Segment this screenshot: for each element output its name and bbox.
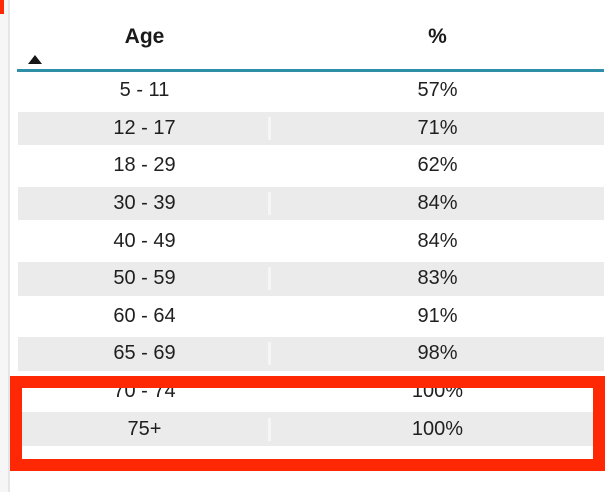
column-header-pct[interactable]: % (428, 25, 447, 48)
pct-cell: 84% (417, 229, 458, 252)
table-header: Age % (18, 18, 604, 56)
column-header-age[interactable]: Age (124, 25, 165, 48)
left-border-line (8, 0, 10, 492)
age-cell: 30 - 39 (18, 192, 271, 215)
age-cell: 75+ (18, 418, 271, 441)
pct-cell: 83% (417, 267, 458, 290)
highlight-rectangle (10, 376, 605, 471)
table-row[interactable]: 12 - 17 71% (18, 109, 604, 148)
pct-cell: 98% (417, 342, 458, 365)
age-cell: 40 - 49 (113, 229, 176, 252)
table-row[interactable]: 30 - 39 84% (18, 184, 604, 223)
table-row[interactable]: 50 - 59 83% (18, 259, 604, 298)
pct-cell: 91% (417, 304, 458, 327)
table-row[interactable]: 40 - 49 84% (18, 222, 604, 260)
pct-cell: 100% (411, 417, 464, 440)
pct-cell: 62% (417, 154, 458, 177)
sort-ascending-icon[interactable] (28, 55, 42, 64)
pct-cell: 57% (417, 79, 458, 102)
age-cell: 60 - 64 (113, 304, 176, 327)
left-gutter (0, 0, 8, 492)
age-cell: 18 - 29 (113, 154, 176, 177)
table-row[interactable]: 75+ 100% (18, 410, 604, 448)
table-rows: 5 - 11 57% 12 - 17 71% 18 - 29 62% 30 - 39 84% 4… (18, 72, 604, 448)
age-cell: 50 - 59 (18, 267, 271, 290)
age-cell: 65 - 69 (18, 342, 271, 365)
table-row[interactable]: 60 - 64 91% (18, 298, 604, 336)
pct-cell: 84% (417, 192, 458, 215)
table-row[interactable]: 65 - 69 98% (18, 335, 604, 373)
age-cell: 5 - 11 (119, 79, 170, 102)
table-row[interactable]: 18 - 29 62% (18, 147, 604, 185)
table-row[interactable]: 5 - 11 57% (18, 72, 604, 110)
annotation-corner-mark (0, 0, 4, 14)
age-cell: 12 - 17 (18, 117, 271, 140)
pct-cell: 71% (417, 116, 458, 139)
header-underline (17, 69, 604, 72)
